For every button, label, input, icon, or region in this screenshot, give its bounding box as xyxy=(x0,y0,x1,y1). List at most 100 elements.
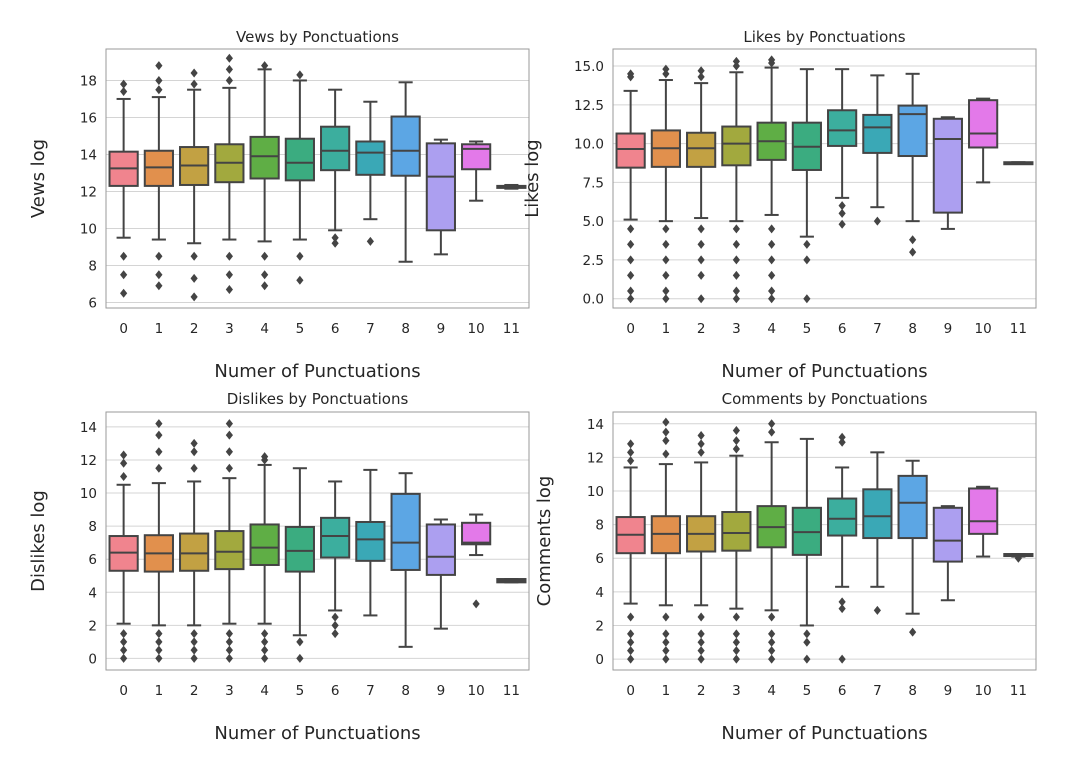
outlier-point xyxy=(732,224,740,234)
box-category-0 xyxy=(108,450,139,663)
outlier-point xyxy=(732,425,740,435)
outlier-point xyxy=(120,458,128,468)
outlier-point xyxy=(768,270,776,280)
box-iqr xyxy=(320,125,351,172)
outlier-point xyxy=(225,653,233,663)
outlier-point xyxy=(190,645,198,655)
outlier-point xyxy=(732,629,740,639)
outlier-point xyxy=(838,201,846,211)
outlier-point xyxy=(225,285,233,294)
box-category-10 xyxy=(968,97,999,184)
outlier-point xyxy=(662,239,670,249)
y-axis-label: Comments log xyxy=(534,476,555,607)
outlier-point xyxy=(120,288,128,298)
y-tick-label: 2 xyxy=(88,618,97,634)
outlier-point xyxy=(120,251,128,261)
x-tick-label: 11 xyxy=(1010,683,1027,699)
outlier-point xyxy=(225,53,233,63)
x-tick-label: 4 xyxy=(767,321,776,337)
outlier-point xyxy=(120,653,128,663)
outlier-point xyxy=(838,219,846,229)
y-tick-label: 12 xyxy=(80,453,97,469)
y-tick-label: 10.0 xyxy=(574,137,604,153)
outlier-point xyxy=(190,447,198,457)
box-iqr xyxy=(686,131,717,168)
box-category-7 xyxy=(862,74,893,226)
x-tick-label: 6 xyxy=(838,321,847,337)
outlier-point xyxy=(627,270,635,280)
outlier-point xyxy=(1014,553,1022,563)
outlier-point xyxy=(331,238,339,248)
x-tick-label: 2 xyxy=(697,683,706,699)
outlier-point xyxy=(662,637,670,647)
x-tick-label: 11 xyxy=(503,683,520,699)
x-tick-label: 6 xyxy=(331,321,340,337)
outlier-point xyxy=(155,419,163,429)
box-iqr xyxy=(355,520,386,562)
outlier-point xyxy=(697,439,705,449)
outlier-point xyxy=(732,654,740,664)
x-tick-label: 9 xyxy=(437,683,446,699)
outlier-point xyxy=(155,61,163,71)
y-tick-label: 2.5 xyxy=(583,253,604,269)
outlier-point xyxy=(662,69,670,79)
outlier-point xyxy=(732,436,740,446)
outlier-point xyxy=(803,239,811,249)
outlier-point xyxy=(768,55,776,65)
outlier-point xyxy=(662,64,670,74)
outlier-point xyxy=(697,612,705,622)
outlier-point xyxy=(838,432,846,442)
outlier-point xyxy=(662,427,670,437)
outlier-point xyxy=(331,233,339,243)
panel-title: Vews by Ponctuations xyxy=(236,28,399,46)
box-category-4 xyxy=(249,452,280,663)
x-tick-label: 2 xyxy=(697,321,706,337)
outlier-point xyxy=(225,629,233,639)
y-axis-label: Dislikes log xyxy=(28,490,49,592)
box-iqr xyxy=(390,115,421,177)
outlier-point xyxy=(155,270,163,280)
outlier-point xyxy=(331,612,339,622)
outlier-point xyxy=(225,637,233,647)
outlier-point xyxy=(697,629,705,639)
box-category-11 xyxy=(496,183,527,190)
x-tick-label: 1 xyxy=(662,321,671,337)
y-axis-label: Vews log xyxy=(28,139,49,218)
x-tick-label: 7 xyxy=(873,683,882,699)
box-category-9 xyxy=(425,138,456,256)
outlier-point xyxy=(803,629,811,639)
outlier-point xyxy=(697,239,705,249)
outlier-point xyxy=(261,251,269,261)
box-iqr xyxy=(249,523,280,566)
outlier-point xyxy=(120,472,128,481)
outlier-point xyxy=(627,646,635,656)
box-category-0 xyxy=(615,69,646,304)
x-tick-label: 10 xyxy=(975,683,992,699)
outlier-point xyxy=(732,56,740,66)
outlier-point xyxy=(697,294,705,304)
outlier-point xyxy=(697,447,705,457)
outlier-point xyxy=(155,85,163,95)
x-tick-label: 9 xyxy=(437,321,446,337)
x-tick-label: 5 xyxy=(296,321,305,337)
outlier-point xyxy=(662,417,670,427)
outlier-point xyxy=(155,430,163,440)
y-tick-label: 8 xyxy=(595,518,604,534)
panel-title: Dislikes by Ponctuations xyxy=(227,390,409,408)
box-category-5 xyxy=(791,68,822,304)
outlier-point xyxy=(120,450,128,460)
outlier-point xyxy=(261,281,269,291)
box-iqr xyxy=(827,497,858,537)
y-tick-label: 14 xyxy=(80,420,97,436)
box-category-9 xyxy=(932,505,963,602)
outlier-point xyxy=(190,79,198,89)
x-tick-label: 4 xyxy=(260,321,269,337)
box-iqr xyxy=(461,521,492,546)
x-tick-label: 10 xyxy=(975,321,992,337)
outlier-point xyxy=(627,447,635,457)
y-tick-label: 16 xyxy=(80,110,97,126)
outlier-point xyxy=(225,430,233,440)
box-category-5 xyxy=(791,437,822,664)
